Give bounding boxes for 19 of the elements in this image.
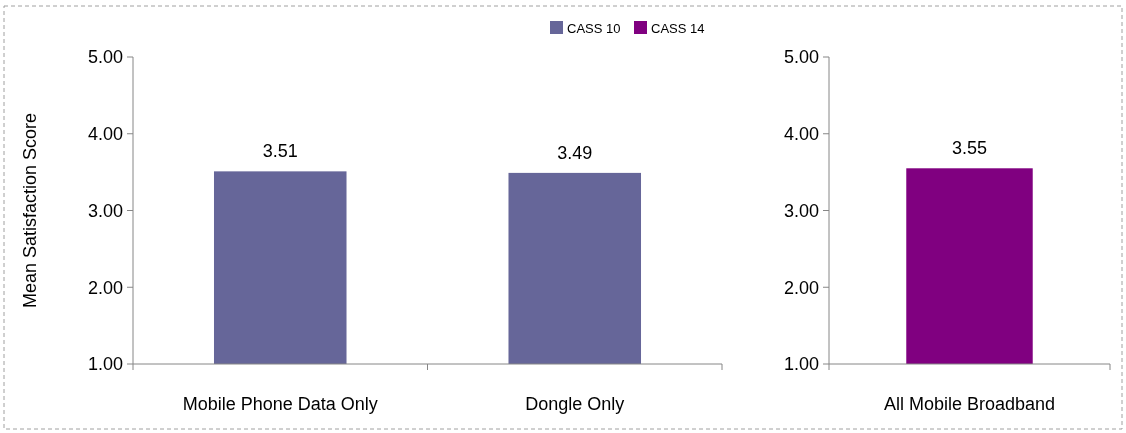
legend-label: CASS 10 (567, 20, 621, 36)
data-label: 3.49 (557, 142, 593, 163)
data-label: 3.51 (262, 141, 298, 162)
y-axis-title: Mean Satisfaction Score (20, 112, 40, 309)
y-tick-label: 5.00 (783, 47, 819, 68)
y-tick-label: 2.00 (783, 277, 819, 298)
y-tick-label: 2.00 (87, 277, 123, 298)
y-tick-label: 4.00 (783, 124, 819, 145)
y-tick-label: 3.00 (87, 200, 123, 221)
legend-label: CASS 14 (651, 20, 705, 36)
y-tick-label: 1.00 (783, 354, 819, 375)
x-tick-label: Mobile Phone Data Only (182, 394, 378, 414)
y-tick-label: 1.00 (87, 354, 123, 375)
y-tick-label: 3.00 (783, 200, 819, 221)
y-tick-label: 4.00 (87, 124, 123, 145)
data-label: 3.55 (951, 138, 988, 159)
y-tick-label: 5.00 (87, 47, 123, 68)
x-tick-label: All Mobile Broadband (883, 394, 1056, 414)
x-tick-label: Dongle Only (525, 394, 625, 414)
